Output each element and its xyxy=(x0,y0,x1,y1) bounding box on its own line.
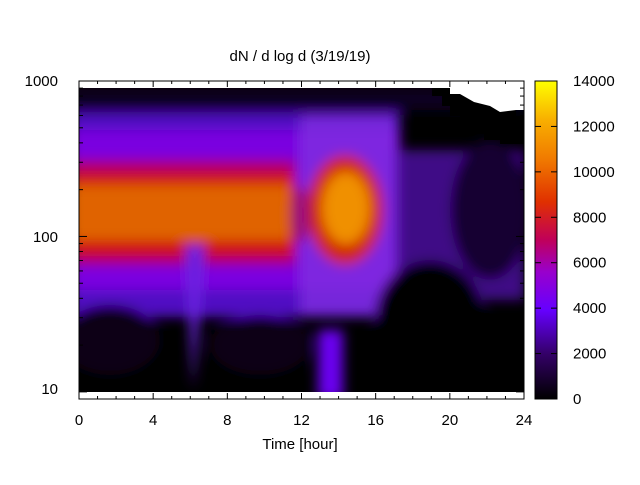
colorbar-tick-label: 10000 xyxy=(573,164,615,181)
x-tick-label: 12 xyxy=(293,412,310,429)
colorbar-tick-label: 8000 xyxy=(573,209,606,226)
x-tick-label: 20 xyxy=(441,412,458,429)
y-axis: 1000 100 10 xyxy=(25,73,524,400)
dip-feature xyxy=(185,245,205,390)
colorbar-gradient xyxy=(534,80,558,400)
x-tick-label: 0 xyxy=(75,412,83,429)
x-tick-label: 16 xyxy=(367,412,384,429)
chart-title: dN / d log d (3/19/19) xyxy=(230,48,371,65)
y-tick-label-10: 10 xyxy=(41,381,58,398)
colorbar-tick-label: 4000 xyxy=(573,300,606,317)
heatmap-image xyxy=(79,88,524,392)
x-axis: 0 4 8 12 16 20 24 xyxy=(75,81,533,429)
orange-core-band xyxy=(79,185,290,240)
plot-area xyxy=(78,80,525,400)
colorbar-tick-label: 0 xyxy=(573,391,581,408)
y-tick-label-1000: 1000 xyxy=(25,73,58,90)
x-tick-label: 4 xyxy=(149,412,157,429)
x-axis-label: Time [hour] xyxy=(262,436,337,453)
colorbar-tick-label: 2000 xyxy=(573,346,606,363)
colorbar-tick-label: 14000 xyxy=(573,73,615,90)
colorbar-tick-label: 6000 xyxy=(573,255,606,272)
x-tick-label: 8 xyxy=(223,412,231,429)
y-tick-label-100: 100 xyxy=(33,229,58,246)
colorbar-tick-label: 12000 xyxy=(573,118,615,135)
x-tick-label: 24 xyxy=(516,412,533,429)
colorbar: 0 2000 4000 6000 8000 10000 12000 14000 xyxy=(534,73,615,408)
